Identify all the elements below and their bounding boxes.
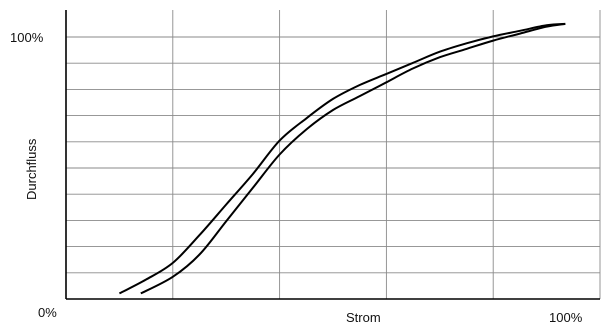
axes bbox=[65, 10, 600, 300]
series-line-2 bbox=[140, 22, 566, 295]
series-group bbox=[118, 22, 566, 295]
series-line-1 bbox=[118, 22, 566, 295]
grid bbox=[66, 10, 601, 299]
y-axis-label: Durchfluss bbox=[24, 138, 39, 200]
x-axis-label: Strom bbox=[346, 310, 381, 325]
x-tick-label-100: 100% bbox=[549, 310, 583, 325]
y-tick-label-100: 100% bbox=[10, 30, 44, 45]
x-tick-label-0: 0% bbox=[38, 305, 57, 320]
